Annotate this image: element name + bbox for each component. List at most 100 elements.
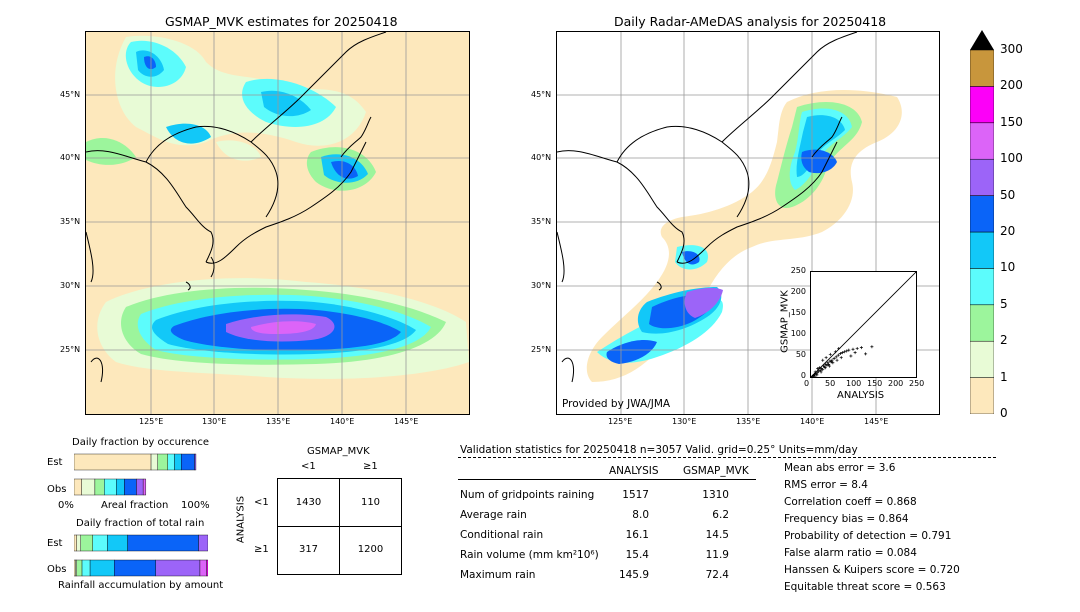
contingency-col-lt: <1	[301, 461, 316, 472]
contingency-row-ge: ≥1	[254, 544, 269, 555]
stat-gsmap: 6.2	[712, 509, 729, 521]
scatter-point	[851, 347, 855, 351]
fraction-bar-segment	[206, 559, 209, 577]
colorbar-label: 150	[1000, 114, 1023, 129]
scatter-y-tick: 100	[790, 329, 806, 338]
cell-b: 110	[360, 497, 381, 508]
col-header-divider	[458, 479, 756, 480]
colorbar-segment	[969, 158, 995, 196]
left-map-title: GSMAP_MVK estimates for 20250418	[165, 14, 398, 29]
scatter-x-tick: 200	[888, 379, 904, 388]
rain-row-est: Est	[47, 538, 63, 549]
scatter-point	[837, 346, 841, 350]
scatter-x-tick: 50	[825, 379, 836, 388]
scatter-point	[859, 346, 863, 350]
fraction-bar-segment	[89, 559, 115, 577]
scatter-point	[815, 373, 819, 377]
rain-row-obs: Obs	[47, 564, 67, 575]
lon-tick: 130°E	[202, 417, 227, 426]
colorbar-label: 200	[1000, 78, 1023, 93]
fraction-bar-segment	[92, 534, 108, 552]
score-ets: Equitable threat score = 0.563	[784, 581, 946, 593]
contingency-row-lt: <1	[254, 497, 269, 508]
fraction-bar-segment	[107, 534, 128, 552]
scatter-point	[828, 352, 832, 356]
lat-tick: 45°N	[531, 90, 552, 99]
scatter-point	[829, 360, 833, 364]
scatter-point	[834, 355, 838, 359]
occurrence-axis-right: 100%	[181, 500, 210, 511]
stat-gsmap: 1310	[702, 489, 729, 501]
col-header-gsmap: GSMAP_MVK	[683, 465, 749, 477]
stat-label: Rain volume (mm km²10⁶)	[460, 549, 599, 561]
stat-label: Maximum rain	[460, 569, 536, 581]
scatter-point	[849, 354, 853, 358]
lat-tick: 25°N	[60, 345, 81, 354]
scatter-point	[836, 353, 840, 357]
scatter-point	[864, 352, 868, 356]
score-rmse: RMS error = 8.4	[784, 479, 868, 491]
scatter-point	[819, 370, 823, 374]
right-map: Provided by JWA/JMA	[556, 31, 940, 415]
rain-fraction-chart	[73, 532, 209, 579]
occurrence-axis-left: 0%	[58, 500, 74, 511]
rain-fraction-title: Daily fraction of total rain	[76, 518, 205, 529]
lat-tick: 30°N	[531, 281, 552, 290]
fraction-bar-segment	[73, 534, 77, 552]
colorbar-segment	[969, 49, 995, 87]
col-header-analysis: ANALYSIS	[609, 465, 659, 477]
fraction-bar-segment	[142, 478, 147, 496]
scatter-point	[815, 371, 819, 375]
scatter-inset	[810, 271, 917, 379]
lat-tick: 30°N	[60, 281, 81, 290]
left-map	[85, 31, 470, 415]
rain-fraction-xlabel: Rainfall accumulation by amount	[58, 580, 224, 591]
stat-analysis: 145.9	[618, 569, 649, 581]
fraction-bar-segment	[73, 559, 76, 577]
lat-tick: 40°N	[531, 153, 552, 162]
scatter-point	[845, 349, 849, 353]
lon-tick: 135°E	[736, 417, 761, 426]
occurrence-axis-mid: Areal fraction	[101, 500, 169, 511]
fraction-bar-segment	[104, 478, 117, 496]
scatter-x-tick: 250	[909, 379, 925, 388]
score-mae: Mean abs error = 3.6	[784, 462, 896, 474]
scatter-x-tick: 0	[804, 379, 810, 388]
score-pod: Probability of detection = 0.791	[784, 530, 952, 542]
scatter-point	[870, 345, 874, 349]
colorbar-segment	[969, 304, 995, 342]
scatter-x-tick: 150	[867, 379, 883, 388]
fraction-bar-segment	[94, 478, 105, 496]
scatter-y-tick: 150	[790, 308, 806, 317]
stat-gsmap: 72.4	[705, 569, 729, 581]
fraction-bar-segment	[81, 559, 91, 577]
stat-label: Conditional rain	[460, 529, 544, 541]
colorbar-segment	[969, 122, 995, 160]
fraction-bar-segment	[199, 559, 207, 577]
fraction-bar-segment	[174, 453, 182, 471]
scatter-y-tick: 0	[800, 371, 806, 380]
fraction-bar-segment	[75, 559, 77, 577]
scatter-point	[833, 350, 837, 354]
scatter-point	[843, 350, 847, 354]
colorbar-segment	[969, 268, 995, 306]
validation-header: Validation statistics for 20250418 n=305…	[460, 444, 858, 456]
score-bias: Frequency bias = 0.864	[784, 513, 909, 525]
data-credit: Provided by JWA/JMA	[562, 398, 671, 410]
lon-tick: 135°E	[266, 417, 291, 426]
lon-tick: 145°E	[394, 417, 419, 426]
scatter-point	[818, 368, 822, 372]
scatter-point	[817, 369, 821, 373]
contingency-col-title: GSMAP_MVK	[307, 446, 370, 457]
stat-analysis: 8.0	[632, 509, 649, 521]
lat-tick: 45°N	[60, 90, 81, 99]
scatter-point	[827, 362, 831, 366]
stat-label: Num of gridpoints raining	[460, 489, 595, 501]
colorbar-segment	[969, 377, 995, 415]
fraction-bar-segment	[167, 453, 175, 471]
contingency-col-ge: ≥1	[363, 461, 378, 472]
score-hk: Hanssen & Kuipers score = 0.720	[784, 564, 960, 576]
stat-analysis: 15.4	[625, 549, 649, 561]
colorbar-segment	[969, 340, 995, 378]
scatter-y-tick: 250	[790, 266, 806, 275]
